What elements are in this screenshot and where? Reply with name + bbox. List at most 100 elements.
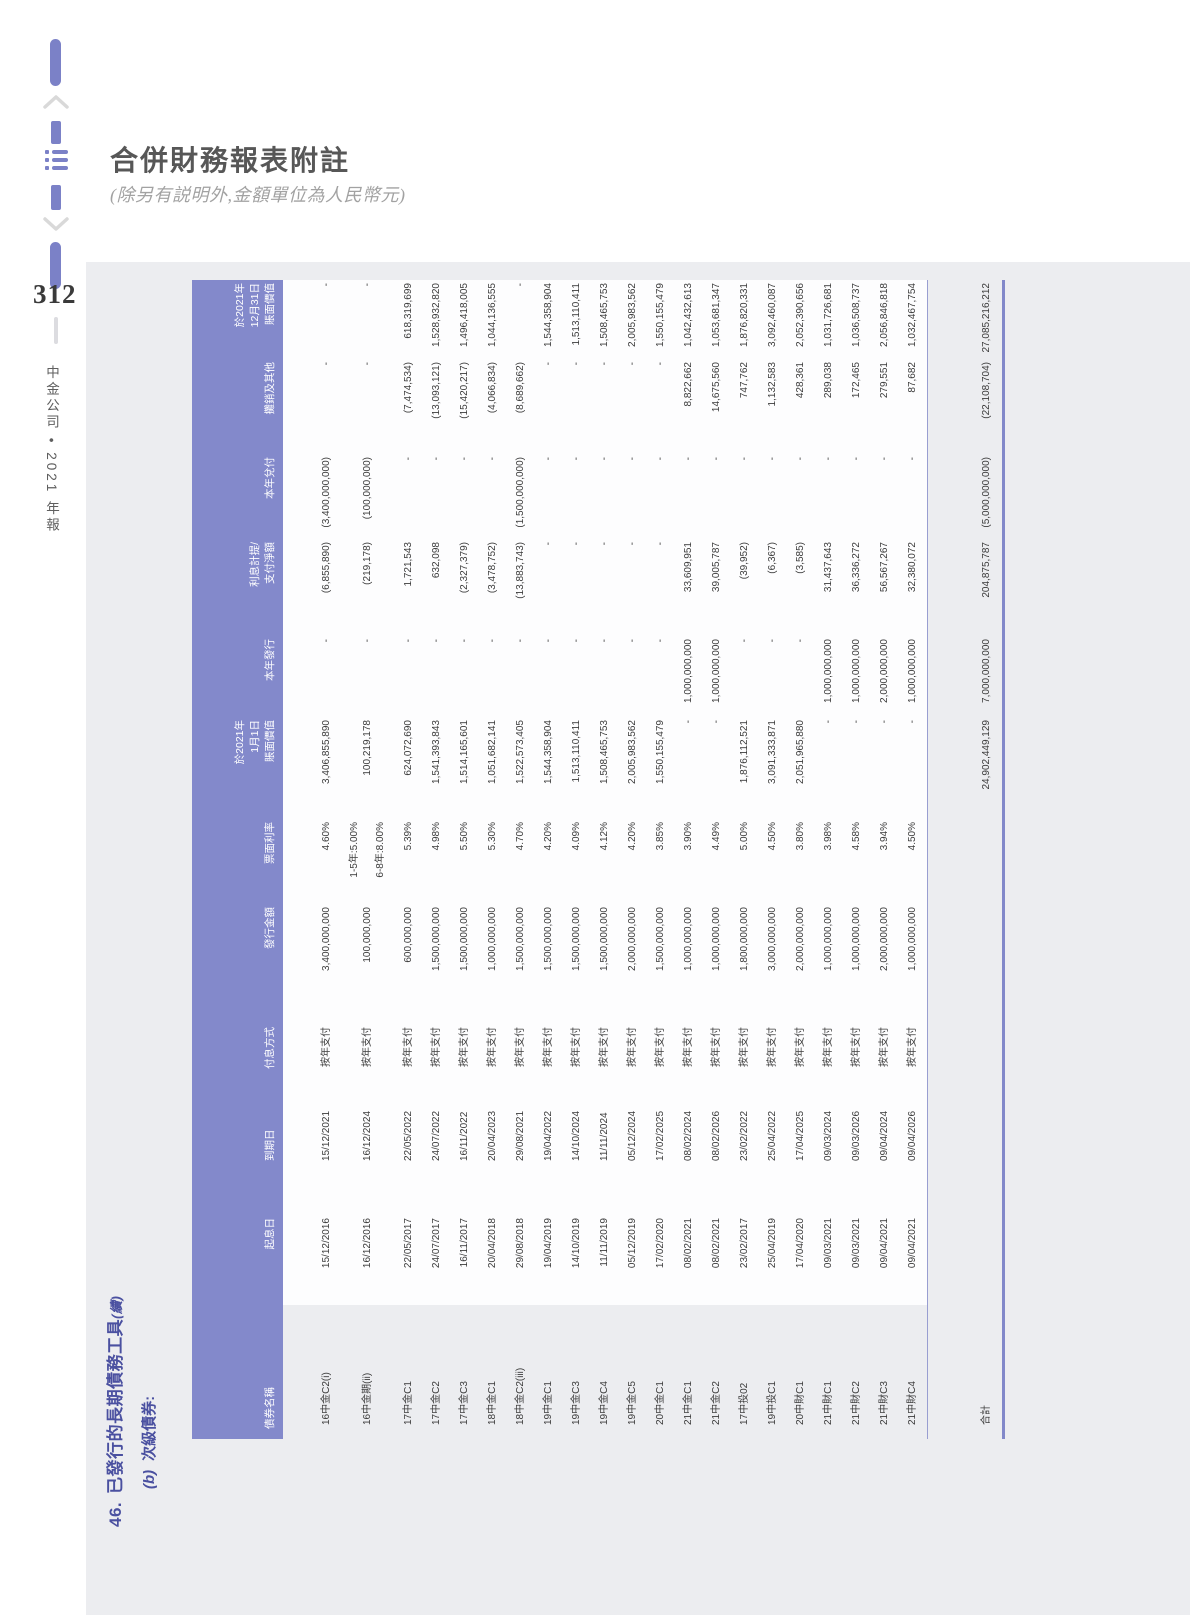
table-cell: 2,051,965,880 bbox=[787, 708, 815, 792]
table-cell: 1,042,432,613 bbox=[675, 280, 703, 354]
sidebar-vertical-text: 中金公司 • 2021 年報 bbox=[44, 365, 59, 535]
table-cell: - bbox=[423, 631, 451, 708]
table-cell: (22,108,704) bbox=[927, 354, 1004, 439]
table-cell: (4,066,834) bbox=[479, 354, 507, 439]
chevron-up-icon bbox=[43, 95, 69, 109]
table-cell: 4.60% bbox=[313, 792, 341, 884]
bond-row: 18中金C1 20/04/2018 20/04/2023 按年支付 1,000,000,… bbox=[479, 280, 507, 1439]
decoration-bar-icon bbox=[51, 185, 61, 210]
table-cell: - bbox=[507, 280, 535, 354]
table-cell: 09/04/2021 bbox=[871, 1162, 899, 1305]
table-cell: 279,551 bbox=[871, 354, 899, 439]
table-cell: 按年支付 bbox=[535, 987, 563, 1077]
table-cell: 19中金C5 bbox=[619, 1305, 647, 1439]
table-cell: 按年支付 bbox=[619, 987, 647, 1077]
table-cell: 1,721,543 bbox=[395, 532, 423, 631]
table-cell: 2,000,000,000 bbox=[787, 884, 815, 987]
bond-row: 17中金C1 22/05/2017 22/05/2022 按年支付 600,000,00… bbox=[395, 280, 423, 1439]
table-cell: 18中金C2(iii) bbox=[507, 1305, 535, 1439]
table-cell: 09/03/2021 bbox=[843, 1162, 871, 1305]
table-cell: - bbox=[341, 354, 395, 439]
table-cell: 4.50% bbox=[899, 792, 928, 884]
table-cell: - bbox=[647, 439, 675, 532]
table-cell: 按年支付 bbox=[815, 987, 843, 1077]
table-cell: 17/02/2020 bbox=[647, 1162, 675, 1305]
spacer-row bbox=[283, 280, 313, 1439]
bond-row: 19中投C1 25/04/2019 25/04/2022 按年支付 3,000,000,… bbox=[759, 280, 787, 1439]
table-cell: 3.85% bbox=[647, 792, 675, 884]
table-cell: 4.50% bbox=[759, 792, 787, 884]
table-cell: 1,528,932,820 bbox=[423, 280, 451, 354]
page-title: 合併財務報表附註 bbox=[110, 146, 351, 177]
table-cell: 4.12% bbox=[591, 792, 619, 884]
table-cell: (5,000,000,000) bbox=[927, 439, 1004, 532]
table-cell: 17/04/2025 bbox=[787, 1077, 815, 1162]
table-cell: 600,000,000 bbox=[395, 884, 423, 987]
table-cell: 3,400,000,000 bbox=[313, 884, 341, 987]
table-cell: 17中金C2 bbox=[423, 1305, 451, 1439]
table-cell: 19中投C1 bbox=[759, 1305, 787, 1439]
table-cell: 按年支付 bbox=[451, 987, 479, 1077]
bond-row: 21中財C1 09/03/2021 09/03/2024 按年支付 1,000,000,… bbox=[815, 280, 843, 1439]
page-subtitle: (除另有説明外,金額單位為人民幣元) bbox=[110, 185, 406, 205]
table-cell: - bbox=[507, 631, 535, 708]
bond-row: 19中金C1 19/04/2019 19/04/2022 按年支付 1,500,000,… bbox=[535, 280, 563, 1439]
table-cell: 3,406,855,890 bbox=[313, 708, 341, 792]
bond-row: 17中投02 23/02/2017 23/02/2022 按年支付 1,800,000,… bbox=[731, 280, 759, 1439]
table-cell: 747,762 bbox=[731, 354, 759, 439]
table-cell: 17/04/2020 bbox=[787, 1162, 815, 1305]
table-cell: 24/07/2022 bbox=[423, 1077, 451, 1162]
margin-decoration bbox=[0, 0, 90, 340]
table-cell: - bbox=[313, 631, 341, 708]
bond-row: 21中財C4 09/04/2021 09/04/2026 按年支付 1,000,000,… bbox=[899, 280, 928, 1439]
table-cell: (219,178) bbox=[341, 532, 395, 631]
table-cell: - bbox=[563, 439, 591, 532]
table-cell: (3,400,000,000) bbox=[313, 439, 341, 532]
column-header: 起息日 bbox=[192, 1162, 283, 1305]
table-cell: 09/04/2024 bbox=[871, 1077, 899, 1162]
table-cell: 25/04/2022 bbox=[759, 1077, 787, 1162]
table-cell: 2,000,000,000 bbox=[871, 631, 899, 708]
table-cell: 按年支付 bbox=[313, 987, 341, 1077]
table-cell: - bbox=[731, 439, 759, 532]
bond-row: 20中財C1 17/04/2020 17/04/2025 按年支付 2,000,000,… bbox=[787, 280, 815, 1439]
table-cell: 19/04/2019 bbox=[535, 1162, 563, 1305]
table-cell: (100,000,000) bbox=[341, 439, 395, 532]
table-cell: - bbox=[591, 439, 619, 532]
table-cell: - bbox=[451, 631, 479, 708]
table-cell: 按年支付 bbox=[759, 987, 787, 1077]
table-cell: 21中財C2 bbox=[843, 1305, 871, 1439]
table-cell: 1,541,393,843 bbox=[423, 708, 451, 792]
table-cell: 19中金C4 bbox=[591, 1305, 619, 1439]
table-cell: - bbox=[535, 532, 563, 631]
table-cell: 2,005,983,562 bbox=[619, 708, 647, 792]
table-cell: 3,091,333,871 bbox=[759, 708, 787, 792]
table-cell: 08/02/2026 bbox=[703, 1077, 731, 1162]
table-cell: - bbox=[395, 631, 423, 708]
table-cell: 14,675,560 bbox=[703, 354, 731, 439]
table-cell: 2,056,846,818 bbox=[871, 280, 899, 354]
table-cell bbox=[283, 1077, 313, 1162]
table-cell: 14/10/2019 bbox=[563, 1162, 591, 1305]
decoration-bar-icon bbox=[51, 121, 61, 144]
table-cell: 23/02/2022 bbox=[731, 1077, 759, 1162]
table-cell: 17/02/2025 bbox=[647, 1077, 675, 1162]
table-cell: (8,689,662) bbox=[507, 354, 535, 439]
table-cell: 3,092,460,087 bbox=[759, 280, 787, 354]
table-cell: 23/02/2017 bbox=[731, 1162, 759, 1305]
table-cell bbox=[283, 987, 313, 1077]
table-cell: 08/02/2021 bbox=[703, 1162, 731, 1305]
subordinated-bonds-table: 債券名稱 起息日 到期日 付息方式 發行金額 票面利率 於2021年 1月1日 賬面價值 本年發行… bbox=[192, 280, 1005, 1439]
table-cell: 1,500,000,000 bbox=[451, 884, 479, 987]
table-cell: - bbox=[871, 708, 899, 792]
column-header: 利息計提/支付淨額 bbox=[192, 532, 283, 631]
table-cell: 合計 bbox=[927, 1305, 1004, 1439]
table-cell: 09/03/2026 bbox=[843, 1077, 871, 1162]
table-cell: 20/04/2018 bbox=[479, 1162, 507, 1305]
table-cell: 4.98% bbox=[423, 792, 451, 884]
column-header: 票面利率 bbox=[192, 792, 283, 884]
table-cell bbox=[283, 1162, 313, 1305]
column-header: 債券名稱 bbox=[192, 1305, 283, 1439]
table-cell: 按年支付 bbox=[647, 987, 675, 1077]
subsection-marker: (b) bbox=[141, 1469, 158, 1489]
